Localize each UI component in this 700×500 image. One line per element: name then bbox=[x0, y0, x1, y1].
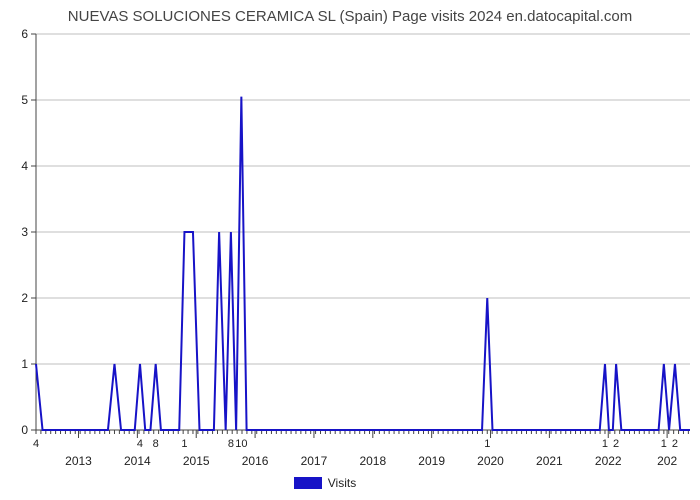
spike-value-label: 1 bbox=[484, 438, 490, 450]
spike-value-label: 1 bbox=[602, 438, 608, 450]
spike-value-label: 2 bbox=[613, 438, 619, 450]
spike-value-label: 4 bbox=[33, 438, 39, 450]
x-tick-label: 2013 bbox=[65, 454, 92, 468]
legend: Visits bbox=[294, 476, 356, 490]
y-tick-label: 2 bbox=[0, 291, 28, 305]
spike-value-label: 4 bbox=[137, 438, 143, 450]
legend-swatch bbox=[294, 477, 322, 489]
spike-value-label: 8 bbox=[153, 438, 159, 450]
x-tick-label: 2018 bbox=[359, 454, 386, 468]
x-tick-label: 202 bbox=[657, 454, 677, 468]
spike-value-label: 2 bbox=[672, 438, 678, 450]
plot-area: 0123456 20132014201520162017201820192020… bbox=[36, 34, 690, 430]
x-tick-label: 2020 bbox=[477, 454, 504, 468]
y-tick-label: 6 bbox=[0, 27, 28, 41]
chart-title: NUEVAS SOLUCIONES CERAMICA SL (Spain) Pa… bbox=[0, 8, 700, 25]
x-tick-label: 2017 bbox=[301, 454, 328, 468]
chart-container: NUEVAS SOLUCIONES CERAMICA SL (Spain) Pa… bbox=[0, 0, 700, 500]
y-tick-label: 1 bbox=[0, 357, 28, 371]
x-tick-label: 2014 bbox=[124, 454, 151, 468]
line-chart-svg bbox=[36, 34, 690, 440]
spike-value-label: 8 bbox=[228, 438, 234, 450]
spike-value-label: 10 bbox=[235, 438, 247, 450]
x-tick-label: 2021 bbox=[536, 454, 563, 468]
legend-label: Visits bbox=[328, 476, 356, 490]
y-tick-label: 5 bbox=[0, 93, 28, 107]
spike-value-label: 1 bbox=[661, 438, 667, 450]
spike-value-label: 1 bbox=[181, 438, 187, 450]
x-tick-label: 2016 bbox=[242, 454, 269, 468]
y-tick-label: 3 bbox=[0, 225, 28, 239]
y-tick-label: 4 bbox=[0, 159, 28, 173]
x-tick-label: 2022 bbox=[595, 454, 622, 468]
x-tick-label: 2019 bbox=[418, 454, 445, 468]
y-tick-label: 0 bbox=[0, 423, 28, 437]
x-tick-label: 2015 bbox=[183, 454, 210, 468]
